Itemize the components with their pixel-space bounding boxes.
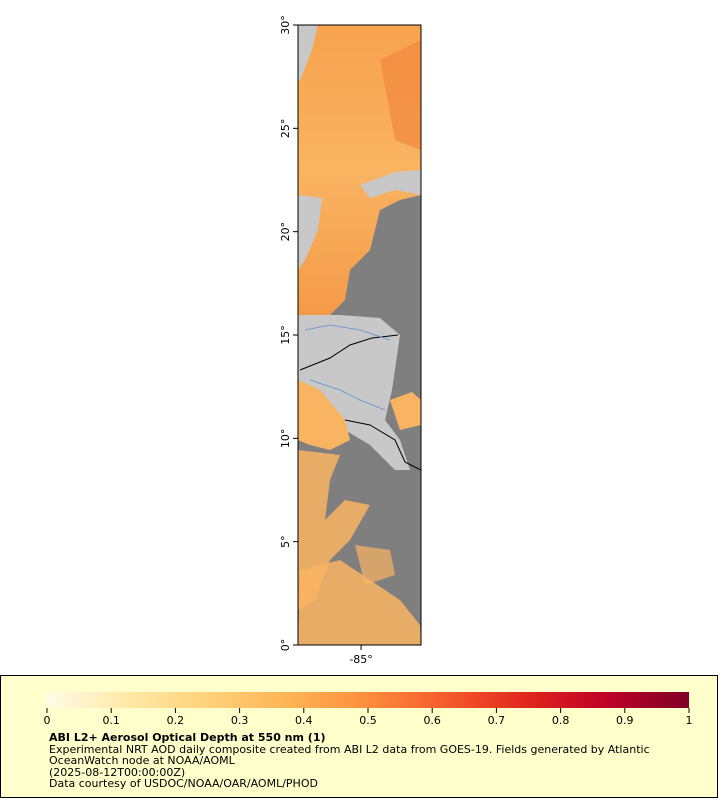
- x-tick-label: -85°: [349, 653, 372, 666]
- y-tick-label: 10°: [279, 429, 292, 449]
- legend-time: (2025-08-12T00:00:00Z): [49, 766, 186, 779]
- y-tick-label: 0°: [279, 639, 292, 652]
- colorbar-tick-label: 0.2: [167, 714, 185, 727]
- colorbar-ramp: [47, 692, 689, 708]
- map-figure: 0 0.1 0.2 0.3 0.4 0.5 0.6 0.7 0.8 0.9 1 0° 5° 10° 15°…: [44, 15, 693, 727]
- colorbar-tick-label: 0.6: [423, 714, 441, 727]
- legend-credit: Data courtesy of USDOC/NOAA/OAR/AOML/PHO…: [49, 777, 318, 790]
- map-image: [298, 25, 421, 645]
- y-tick-label: 5°: [279, 535, 292, 548]
- y-tick-label: 30°: [279, 15, 292, 35]
- colorbar: 0 0.1 0.2 0.3 0.4 0.5 0.6 0.7 0.8 0.9 1: [44, 692, 693, 727]
- colorbar-tick-label: 0.5: [359, 714, 377, 727]
- colorbar-tick-label: 0.1: [102, 714, 120, 727]
- colorbar-tick-label: 0.3: [231, 714, 249, 727]
- y-tick-label: 15°: [279, 325, 292, 345]
- colorbar-tick-label: 0.8: [552, 714, 570, 727]
- y-tick-label: 20°: [279, 222, 292, 242]
- legend-description: Experimental NRT AOD daily composite cre…: [49, 743, 650, 767]
- colorbar-tick-label: 0: [44, 714, 51, 727]
- legend-title: ABI L2+ Aerosol Optical Depth at 550 nm …: [49, 731, 326, 744]
- y-tick-label: 25°: [279, 119, 292, 139]
- colorbar-tick-label: 0.4: [295, 714, 313, 727]
- colorbar-tick-label: 0.9: [616, 714, 634, 727]
- colorbar-tick-label: 0.7: [488, 714, 506, 727]
- colorbar-tick-label: 1: [686, 714, 693, 727]
